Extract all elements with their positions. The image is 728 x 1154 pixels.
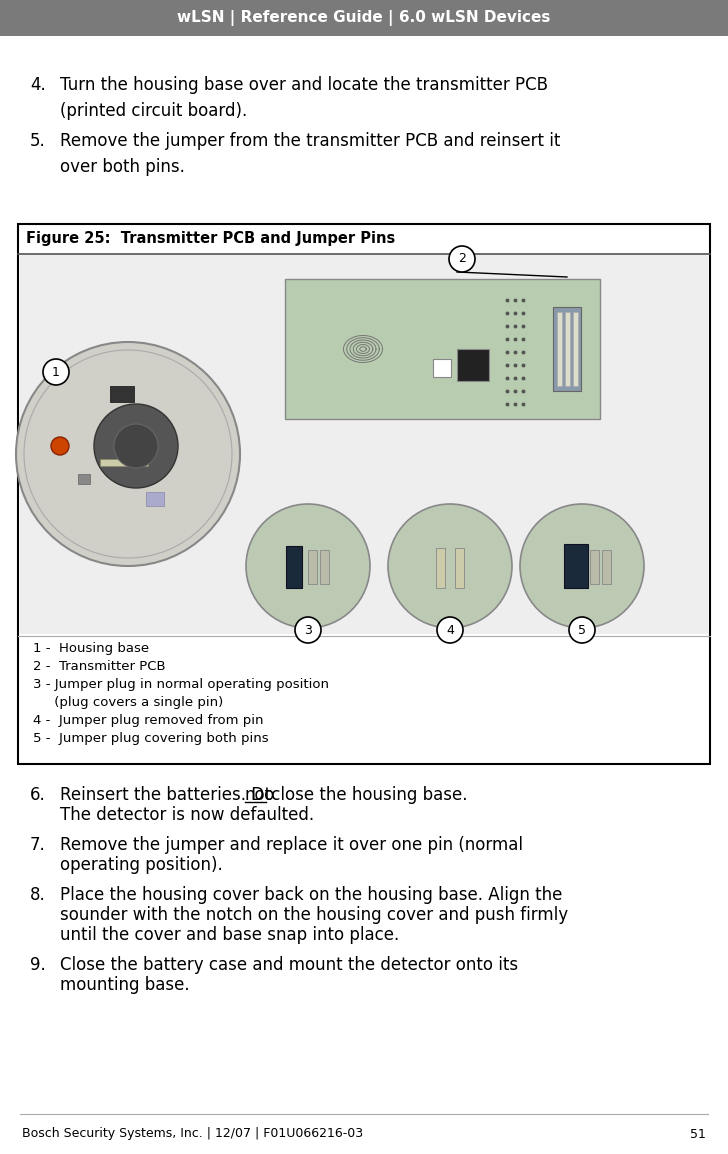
- Text: 3 - Jumper plug in normal operating position: 3 - Jumper plug in normal operating posi…: [33, 679, 329, 691]
- Circle shape: [437, 617, 463, 643]
- Bar: [564, 544, 588, 589]
- Text: 2: 2: [458, 253, 466, 265]
- Text: not: not: [245, 786, 272, 804]
- Circle shape: [114, 424, 158, 469]
- Text: 4 -  Jumper plug removed from pin: 4 - Jumper plug removed from pin: [33, 714, 264, 727]
- Bar: [573, 312, 578, 385]
- Bar: [18, 224, 710, 764]
- Text: Remove the jumper from the transmitter PCB and reinsert it: Remove the jumper from the transmitter P…: [60, 132, 561, 150]
- Circle shape: [520, 504, 644, 628]
- Text: 1: 1: [52, 366, 60, 379]
- Text: Figure 25:  Transmitter PCB and Jumper Pins: Figure 25: Transmitter PCB and Jumper Pi…: [26, 232, 395, 247]
- Bar: [320, 550, 329, 584]
- Circle shape: [246, 504, 370, 628]
- Text: 5.: 5.: [30, 132, 46, 150]
- Circle shape: [569, 617, 595, 643]
- Bar: [457, 349, 489, 381]
- Text: 6.: 6.: [30, 786, 46, 804]
- Circle shape: [16, 342, 240, 565]
- Text: operating position).: operating position).: [60, 856, 223, 874]
- Text: 7.: 7.: [30, 835, 46, 854]
- Bar: [110, 385, 134, 402]
- Circle shape: [94, 404, 178, 488]
- Text: Turn the housing base over and locate the transmitter PCB: Turn the housing base over and locate th…: [60, 76, 548, 93]
- Bar: [0, 1118, 728, 1154]
- Text: close the housing base.: close the housing base.: [266, 786, 467, 804]
- Text: (printed circuit board).: (printed circuit board).: [60, 102, 248, 120]
- Bar: [146, 492, 164, 505]
- Text: 1 -  Housing base: 1 - Housing base: [33, 642, 149, 655]
- Circle shape: [43, 359, 69, 385]
- Text: Reinsert the batteries. Do: Reinsert the batteries. Do: [60, 786, 280, 804]
- Text: Place the housing cover back on the housing base. Align the: Place the housing cover back on the hous…: [60, 886, 562, 904]
- Bar: [557, 312, 562, 385]
- Bar: [286, 546, 302, 589]
- Bar: [20, 254, 708, 634]
- Bar: [455, 548, 464, 589]
- Circle shape: [295, 617, 321, 643]
- Bar: [565, 312, 570, 385]
- Text: Bosch Security Systems, Inc. | 12/07 | F01U066216-03: Bosch Security Systems, Inc. | 12/07 | F…: [22, 1127, 363, 1140]
- Text: 3: 3: [304, 623, 312, 637]
- Text: 9.: 9.: [30, 956, 46, 974]
- Text: wLSN | Reference Guide | 6.0 wLSN Devices: wLSN | Reference Guide | 6.0 wLSN Device…: [178, 10, 550, 27]
- Text: Close the battery case and mount the detector onto its: Close the battery case and mount the det…: [60, 956, 518, 974]
- Text: 4: 4: [446, 623, 454, 637]
- Circle shape: [449, 246, 475, 272]
- Bar: [602, 550, 611, 584]
- Text: mounting base.: mounting base.: [60, 976, 189, 994]
- Bar: [436, 548, 445, 589]
- Bar: [553, 307, 581, 391]
- Bar: [285, 279, 600, 419]
- Text: (plug covers a single pin): (plug covers a single pin): [33, 696, 223, 709]
- Bar: [0, 0, 728, 36]
- Text: 4.: 4.: [30, 76, 46, 93]
- Text: Remove the jumper and replace it over one pin (normal: Remove the jumper and replace it over on…: [60, 835, 523, 854]
- Text: 5 -  Jumper plug covering both pins: 5 - Jumper plug covering both pins: [33, 732, 269, 745]
- Text: 8.: 8.: [30, 886, 46, 904]
- Text: The detector is now defaulted.: The detector is now defaulted.: [60, 805, 314, 824]
- Bar: [308, 550, 317, 584]
- Bar: [433, 359, 451, 377]
- Text: over both pins.: over both pins.: [60, 158, 185, 177]
- Circle shape: [388, 504, 512, 628]
- Text: 5: 5: [578, 623, 586, 637]
- Text: 2 -  Transmitter PCB: 2 - Transmitter PCB: [33, 660, 166, 673]
- Bar: [78, 474, 90, 484]
- Text: until the cover and base snap into place.: until the cover and base snap into place…: [60, 926, 399, 944]
- Text: 51: 51: [690, 1127, 706, 1140]
- Bar: [590, 550, 599, 584]
- Text: sounder with the notch on the housing cover and push firmly: sounder with the notch on the housing co…: [60, 906, 568, 924]
- Circle shape: [51, 437, 69, 455]
- Bar: [100, 459, 148, 466]
